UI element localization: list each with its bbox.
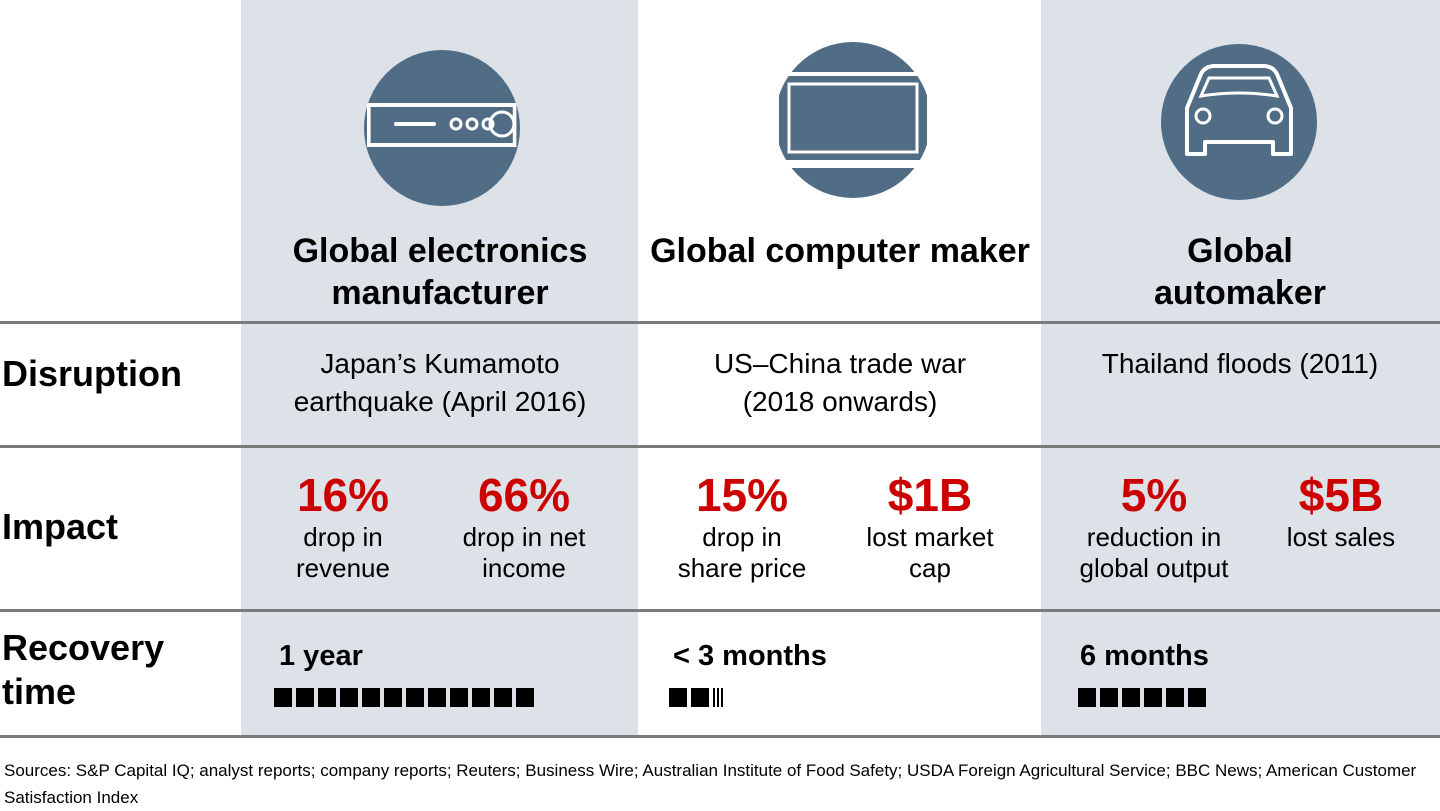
impact-value: 16% (296, 469, 390, 521)
impact-value: $1B (887, 469, 973, 521)
impact-metric: $5B lost sales (1241, 468, 1440, 553)
divider (0, 735, 1440, 738)
column-title: Global automaker (1154, 232, 1326, 312)
divider (0, 321, 1440, 324)
recovery-bar (1078, 688, 1206, 707)
recovery-time: 1 year (279, 640, 363, 672)
recovery-time: < 3 months (673, 640, 827, 672)
recovery-time: 6 months (1080, 640, 1209, 672)
month-block (318, 688, 336, 707)
car-icon (1161, 44, 1317, 200)
month-block (1100, 688, 1118, 707)
laptop-icon (775, 42, 931, 198)
month-block (1188, 688, 1206, 707)
month-block (1078, 688, 1096, 707)
month-block (296, 688, 314, 707)
recovery-bar (669, 688, 723, 707)
impact-value: 15% (695, 469, 789, 521)
row-label-impact: Impact (2, 506, 119, 547)
impact-metric: $1B lost market cap (830, 468, 1030, 584)
month-block (691, 688, 709, 707)
impact-value: $5B (1298, 469, 1384, 521)
month-block (450, 688, 468, 707)
impact-desc: lost sales (1286, 522, 1396, 552)
column-title: Global electronics manufacturer (292, 232, 588, 312)
impact-desc: drop in share price (677, 522, 807, 583)
impact-value: 66% (477, 469, 571, 521)
impact-desc: drop in net income (462, 522, 586, 583)
disruption-text: Japan’s Kumamoto earthquake (April 2016) (293, 348, 587, 417)
impact-metric: 5% reduction in global output (1054, 468, 1254, 584)
month-block (406, 688, 424, 707)
month-block (1122, 688, 1140, 707)
month-block (340, 688, 358, 707)
column-title: Global computer maker (650, 232, 1030, 270)
sources-footnote: Sources: S&P Capital IQ; analyst reports… (4, 761, 1417, 807)
month-block (669, 688, 687, 707)
impact-desc: reduction in global output (1079, 522, 1229, 583)
disruption-text: US–China trade war (2018 onwards) (713, 348, 967, 417)
month-block (428, 688, 446, 707)
month-block (362, 688, 380, 707)
divider (0, 609, 1440, 612)
impact-metric: 66% drop in net income (424, 468, 624, 584)
impact-desc: lost market cap (866, 522, 994, 583)
month-block (384, 688, 402, 707)
month-block (1166, 688, 1184, 707)
partial-month-block (713, 688, 723, 707)
row-label-disruption: Disruption (2, 353, 182, 394)
row-label-recovery: Recovery time (2, 627, 165, 712)
month-block (1144, 688, 1162, 707)
recovery-bar (274, 688, 534, 707)
impact-metric: 15% drop in share price (642, 468, 842, 584)
month-block (274, 688, 292, 707)
month-block (494, 688, 512, 707)
month-block (472, 688, 490, 707)
electronics-device-icon (364, 50, 520, 206)
impact-desc: drop in revenue (296, 522, 390, 583)
divider (0, 445, 1440, 448)
impact-metric: 16% drop in revenue (243, 468, 443, 584)
month-block (516, 688, 534, 707)
impact-value: 5% (1120, 469, 1188, 521)
disruption-text: Thailand floods (2011) (1101, 348, 1379, 379)
